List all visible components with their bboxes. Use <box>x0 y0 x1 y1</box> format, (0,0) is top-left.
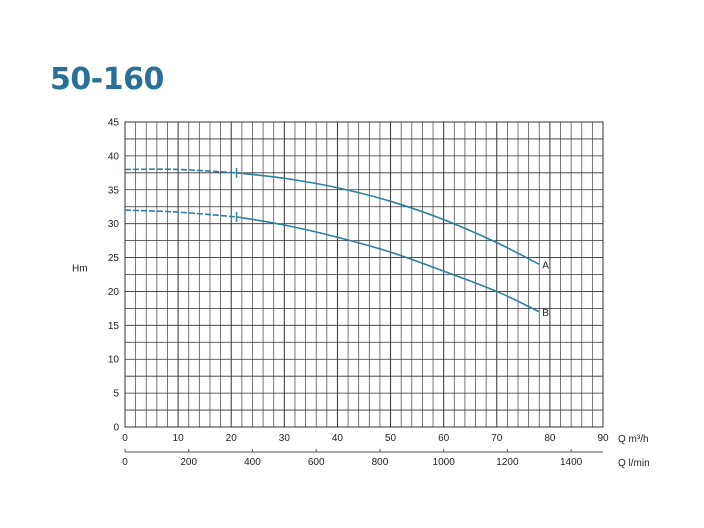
curve-label-B: B <box>542 308 549 319</box>
curve-A-dashed <box>124 168 237 174</box>
curve-A <box>236 172 540 266</box>
secondary-x-tick-label: 1400 <box>560 457 583 468</box>
y-tick-label: 15 <box>108 321 120 332</box>
secondary-x-tick-label: 200 <box>180 457 197 468</box>
curve-label-A: A <box>542 260 549 271</box>
x-tick-label: 10 <box>173 433 185 444</box>
x-tick-label: 60 <box>438 433 450 444</box>
y-axis-label: Hm <box>72 264 88 275</box>
secondary-x-tick-label: 1200 <box>496 457 519 468</box>
x-tick-label: 50 <box>385 433 397 444</box>
y-tick-label: 40 <box>108 151 120 162</box>
y-tick-label: 25 <box>108 253 120 264</box>
x-tick-label: 80 <box>544 433 556 444</box>
x-tick-label: 30 <box>279 433 291 444</box>
secondary-x-tick-label: 600 <box>308 457 325 468</box>
y-tick-label: 35 <box>108 185 120 196</box>
chart-title: 50-160 <box>50 62 164 97</box>
y-tick-label: 45 <box>108 118 120 129</box>
secondary-x-tick-label: 800 <box>372 457 389 468</box>
curve-B <box>236 216 540 313</box>
y-tick-label: 30 <box>108 219 120 230</box>
y-tick-label: 10 <box>108 355 120 366</box>
x-tick-label: 90 <box>597 433 609 444</box>
y-tick-label: 0 <box>113 423 119 434</box>
x-tick-label: 40 <box>332 433 344 444</box>
plot-frame <box>124 121 604 428</box>
secondary-x-tick-label: 1000 <box>433 457 456 468</box>
secondary-x-tick-label: 400 <box>244 457 261 468</box>
x-tick-label: 70 <box>491 433 503 444</box>
y-tick-label: 20 <box>108 287 120 298</box>
secondary-x-tick-label: 0 <box>122 457 128 468</box>
curve-B-dashed <box>124 209 237 218</box>
x-tick-label: 20 <box>226 433 238 444</box>
secondary-axis-label: Q l/min <box>618 458 650 469</box>
x-tick-label: 0 <box>122 433 128 444</box>
x-axis-label: Q m³/h <box>618 434 649 445</box>
y-tick-label: 5 <box>113 389 119 400</box>
